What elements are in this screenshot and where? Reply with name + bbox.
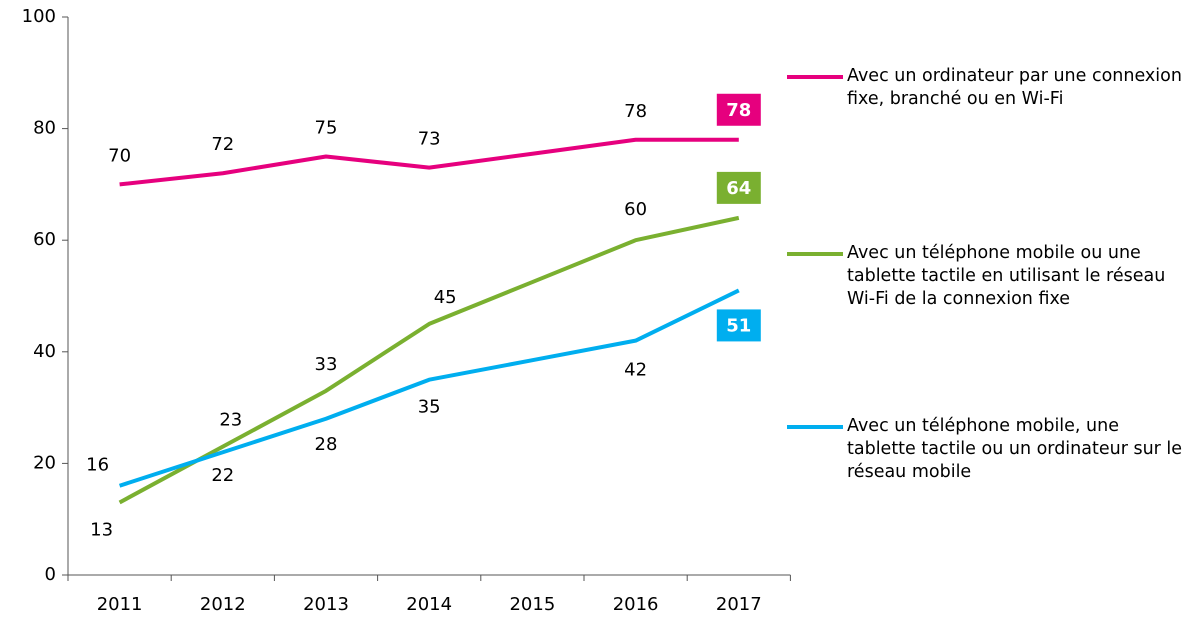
y-tick-label: 60 xyxy=(33,229,56,250)
y-tick-label: 20 xyxy=(33,452,56,473)
value-label-box xyxy=(716,309,761,342)
x-tick-label: 2011 xyxy=(97,594,143,615)
value-label: 75 xyxy=(315,118,338,139)
y-tick-label: 100 xyxy=(22,6,56,27)
value-label: 23 xyxy=(219,410,242,431)
series-line xyxy=(118,288,740,488)
value-label: 51 xyxy=(726,315,751,336)
value-label: 13 xyxy=(90,519,113,540)
x-tick-label: 2012 xyxy=(200,594,246,615)
value-label: 33 xyxy=(315,354,338,375)
value-label-box xyxy=(716,93,761,126)
x-tick-label: 2016 xyxy=(613,594,659,615)
value-label: 42 xyxy=(624,360,647,381)
series-line xyxy=(118,215,740,505)
value-label: 45 xyxy=(434,287,457,308)
legend-label: Avec un ordinateur par une connexion fix… xyxy=(847,66,1182,109)
legend-label: Avec un téléphone mobile ou une tablette… xyxy=(847,243,1166,309)
value-label: 73 xyxy=(418,129,441,150)
series-line xyxy=(119,137,739,187)
value-label: 64 xyxy=(726,178,751,199)
x-tick-label: 2015 xyxy=(509,594,555,615)
value-label-box xyxy=(716,171,761,204)
value-label: 78 xyxy=(624,101,647,122)
x-tick-label: 2017 xyxy=(716,594,762,615)
value-label: 22 xyxy=(211,465,234,486)
y-tick-label: 0 xyxy=(45,564,56,585)
legend-label: Avec un téléphone mobile, une tablette t… xyxy=(847,416,1183,482)
y-tick-label: 40 xyxy=(33,341,56,362)
value-label: 70 xyxy=(108,145,131,166)
value-label: 35 xyxy=(418,397,441,418)
y-tick-label: 80 xyxy=(33,118,56,139)
value-label: 72 xyxy=(211,134,234,155)
value-label: 16 xyxy=(86,455,109,476)
value-label: 28 xyxy=(315,434,338,455)
value-label: 60 xyxy=(624,199,647,220)
value-label: 78 xyxy=(726,100,751,121)
x-tick-label: 2013 xyxy=(303,594,349,615)
x-tick-label: 2014 xyxy=(406,594,452,615)
